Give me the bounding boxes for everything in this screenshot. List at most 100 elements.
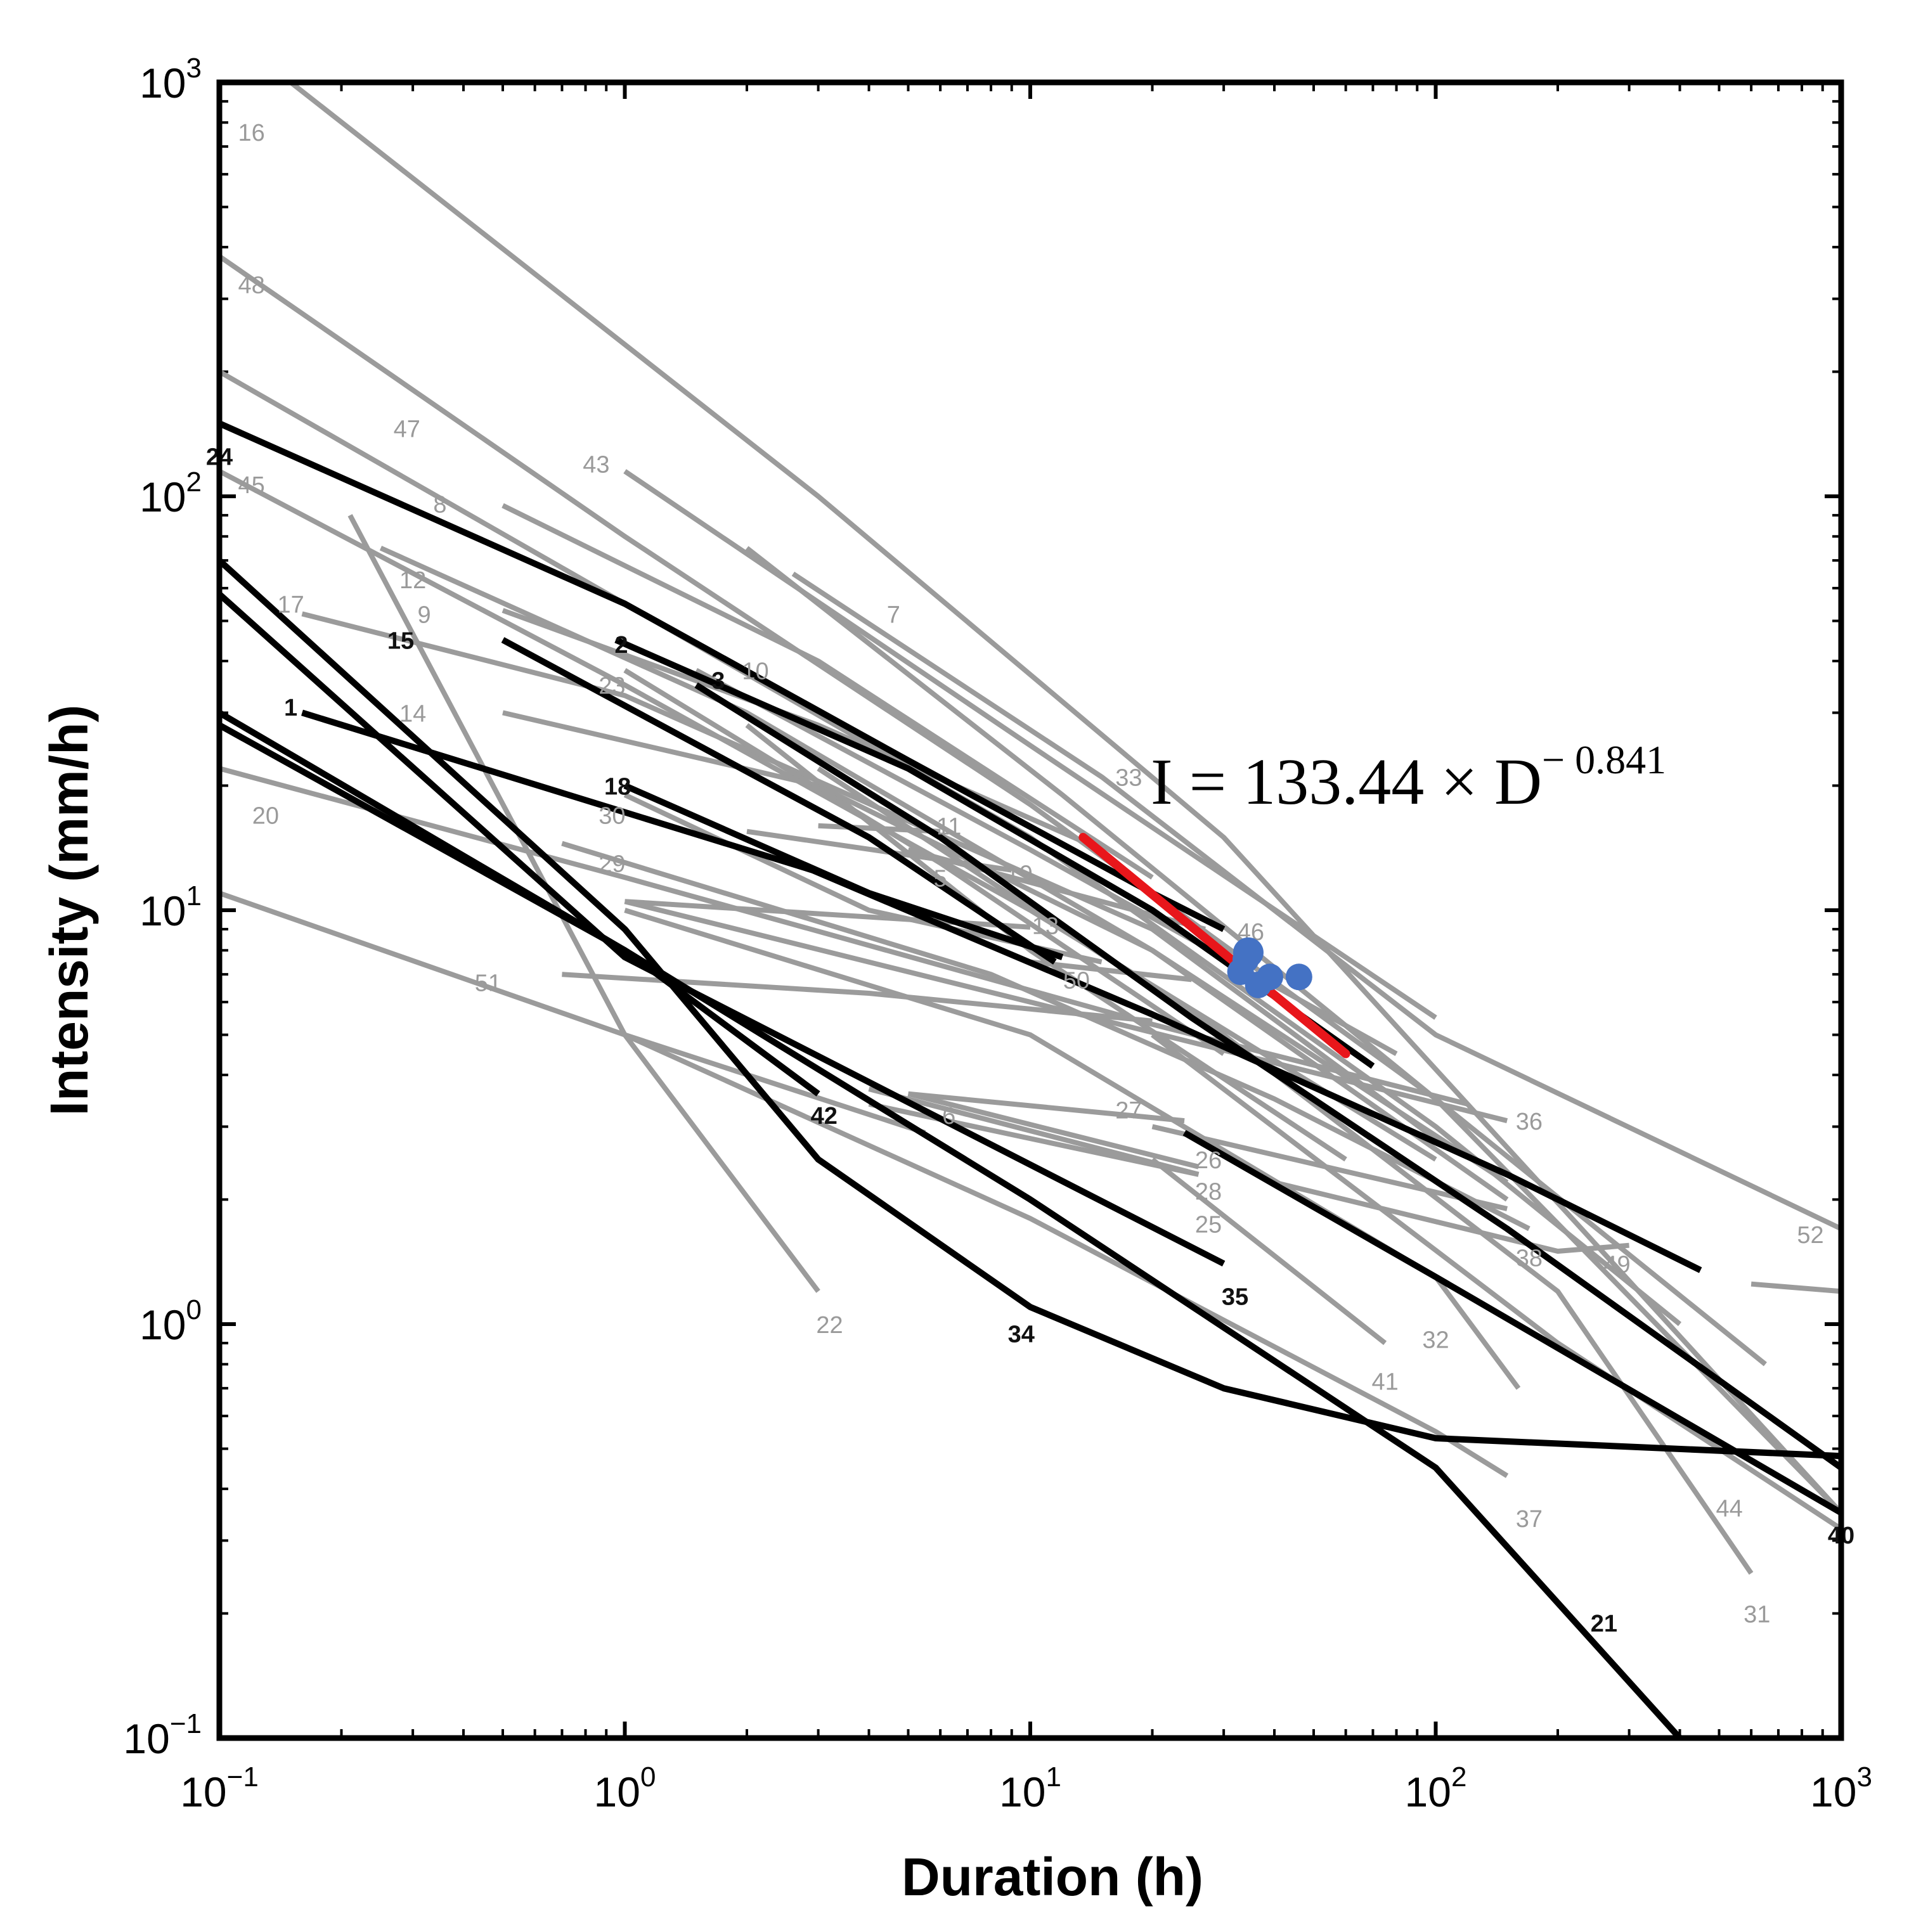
- y-tick-exp: 3: [186, 53, 202, 84]
- series-label-26: 26: [1195, 1147, 1222, 1174]
- y-tick-base: 10: [139, 1301, 186, 1348]
- fit-line: [1078, 833, 1350, 1059]
- series-line-20: [219, 766, 1469, 1107]
- y-tick-exp: 1: [186, 880, 202, 911]
- series-line-42: [219, 710, 820, 1097]
- series-line-50: [1030, 959, 1192, 982]
- series-label-18: 18: [604, 773, 631, 800]
- x-tick-base: 10: [1810, 1768, 1856, 1815]
- observed-points-group: [1227, 937, 1312, 998]
- observed-point: [1285, 963, 1312, 991]
- y-tick-label: 100: [139, 1294, 202, 1348]
- series-line-3: [694, 682, 1841, 1471]
- curve-labels: 1235678910111213141516171819202122232425…: [206, 120, 1854, 1637]
- x-axis-title: Duration (h): [902, 1847, 1203, 1907]
- y-tick-label: 10−1: [123, 1708, 202, 1762]
- y-tick-label: 101: [139, 880, 202, 934]
- series-label-48: 48: [238, 273, 264, 299]
- y-tick-label: 102: [139, 467, 202, 520]
- x-tick-label: 102: [1405, 1761, 1467, 1815]
- series-label-52: 52: [1797, 1222, 1823, 1249]
- y-tick-exp: 2: [186, 467, 202, 498]
- series-line-40: [1182, 1130, 1841, 1516]
- series-label-13: 13: [1032, 913, 1059, 940]
- x-tick-base: 10: [999, 1768, 1045, 1815]
- series-label-16: 16: [238, 120, 264, 146]
- series-line-52: [1750, 1281, 1841, 1294]
- series-label-44: 44: [1716, 1496, 1743, 1523]
- black-curves: [219, 420, 1841, 1738]
- y-tick-label: 103: [139, 53, 202, 106]
- y-tick-base: 10: [139, 473, 186, 520]
- series-label-41: 41: [1371, 1368, 1398, 1395]
- x-tick-base: 10: [1405, 1768, 1451, 1815]
- series-line-28: [868, 1086, 1200, 1177]
- series-label-45: 45: [238, 472, 264, 499]
- series-label-27: 27: [1115, 1097, 1142, 1124]
- series-label-25: 25: [1195, 1211, 1222, 1238]
- series-label-30: 30: [599, 803, 625, 830]
- y-tick-exp: 0: [186, 1294, 202, 1325]
- series-label-19: 19: [1006, 861, 1033, 887]
- series-line-34: [219, 558, 1841, 1460]
- x-tick-label: 100: [594, 1761, 656, 1815]
- x-tick-exp: 0: [640, 1761, 656, 1793]
- series-label-9: 9: [417, 602, 430, 628]
- series-line-24: [219, 420, 1226, 932]
- x-tick-label: 101: [999, 1761, 1061, 1815]
- series-line-29: [561, 840, 1530, 1232]
- series-label-38: 38: [1516, 1246, 1543, 1272]
- x-tick-base: 10: [180, 1768, 226, 1815]
- series-label-47: 47: [394, 416, 420, 443]
- x-tick-base: 10: [594, 1768, 640, 1815]
- x-tick-label: 103: [1810, 1761, 1872, 1815]
- series-line-15: [501, 637, 1057, 965]
- series-line-41: [1151, 1157, 1387, 1346]
- series-line-32: [624, 908, 1521, 1390]
- series-line-31: [817, 766, 1754, 1575]
- series-line-6: [624, 1032, 926, 1135]
- series-line-44: [1151, 1033, 1841, 1531]
- fit-line-group: [1078, 833, 1350, 1059]
- series-line-27: [908, 1091, 1185, 1124]
- series-line-16: [289, 82, 1841, 1515]
- series-line-1: [301, 709, 1702, 1273]
- y-tick-exp: −1: [170, 1708, 202, 1739]
- series-label-10: 10: [742, 658, 768, 685]
- series-label-8: 8: [433, 492, 446, 518]
- x-tick-exp: 3: [1856, 1761, 1872, 1793]
- series-label-36: 36: [1516, 1109, 1543, 1135]
- series-label-37: 37: [1516, 1506, 1543, 1533]
- series-line-49: [1274, 1180, 1629, 1254]
- series-label-29: 29: [599, 851, 625, 878]
- series-label-6: 6: [942, 1103, 955, 1130]
- series-label-35: 35: [1222, 1284, 1248, 1310]
- series-label-32: 32: [1422, 1327, 1449, 1354]
- observed-point: [1233, 937, 1264, 968]
- series-line-48: [219, 254, 1841, 1515]
- y-tick-base: 10: [123, 1715, 169, 1762]
- series-label-2: 2: [614, 632, 628, 659]
- series-line-37: [219, 891, 1509, 1478]
- series-label-22: 22: [816, 1312, 843, 1339]
- series-label-42: 42: [811, 1103, 838, 1130]
- series-line-8: [502, 503, 1154, 880]
- series-line-21: [219, 722, 1683, 1738]
- series-label-43: 43: [583, 451, 609, 478]
- series-line-18: [623, 782, 1064, 960]
- plot-frame: [216, 79, 1844, 1741]
- series-label-11: 11: [936, 814, 961, 840]
- series-label-15: 15: [387, 628, 414, 654]
- series-label-51: 51: [475, 970, 502, 997]
- observed-point: [1256, 963, 1283, 991]
- series-label-34: 34: [1008, 1322, 1035, 1348]
- series-label-33: 33: [1115, 765, 1142, 792]
- series-label-49: 49: [1603, 1252, 1630, 1278]
- series-line-35: [219, 591, 1226, 1267]
- x-tick-exp: −1: [227, 1761, 259, 1793]
- series-line-26: [907, 1091, 1200, 1169]
- y-tick-base: 10: [139, 60, 186, 106]
- series-label-50: 50: [1063, 967, 1090, 994]
- y-axis-title: Intensity (mm/h): [39, 705, 99, 1116]
- series-label-14: 14: [399, 700, 426, 727]
